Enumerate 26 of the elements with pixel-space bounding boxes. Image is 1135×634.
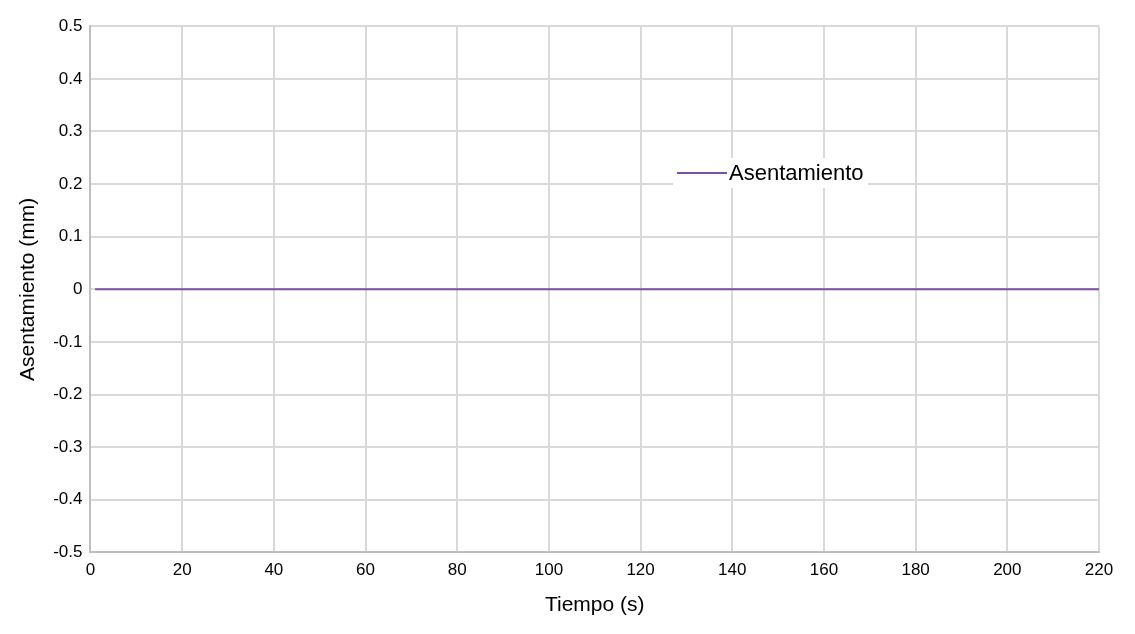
y-tick-label: 0	[73, 278, 83, 298]
x-tick-label: 220	[1084, 560, 1114, 580]
x-tick-label: 40	[264, 560, 284, 580]
x-tick-label: 100	[534, 560, 564, 580]
x-tick-label: 0	[85, 560, 96, 580]
x-tick-label: 80	[447, 560, 467, 580]
y-tick-label: 0.4	[58, 68, 83, 88]
x-tick-label: 60	[356, 560, 375, 580]
y-tick-label: 0.1	[58, 226, 83, 246]
x-axis-title: Tiempo (s)	[544, 592, 645, 616]
y-tick-label: -0.5	[53, 542, 83, 562]
y-tick-label: 0.3	[58, 121, 83, 141]
y-tick-label: -0.1	[53, 331, 83, 351]
y-tick-label: -0.2	[53, 384, 83, 404]
y-tick-label: -0.4	[53, 489, 83, 509]
x-tick-label: 200	[993, 560, 1022, 580]
legend-label: Asentamiento	[729, 160, 864, 186]
y-tick-label: 0.5	[58, 15, 83, 35]
x-tick-label: 180	[901, 560, 930, 580]
y-axis-title: Asentamiento (mm)	[15, 197, 39, 381]
x-tick-label: 20	[172, 560, 192, 580]
y-tick-label: -0.3	[53, 436, 83, 456]
x-tick-label: 140	[718, 560, 747, 580]
y-tick-label: 0.2	[58, 173, 83, 193]
x-tick-label: 160	[809, 560, 839, 580]
x-tick-label: 120	[626, 560, 655, 580]
